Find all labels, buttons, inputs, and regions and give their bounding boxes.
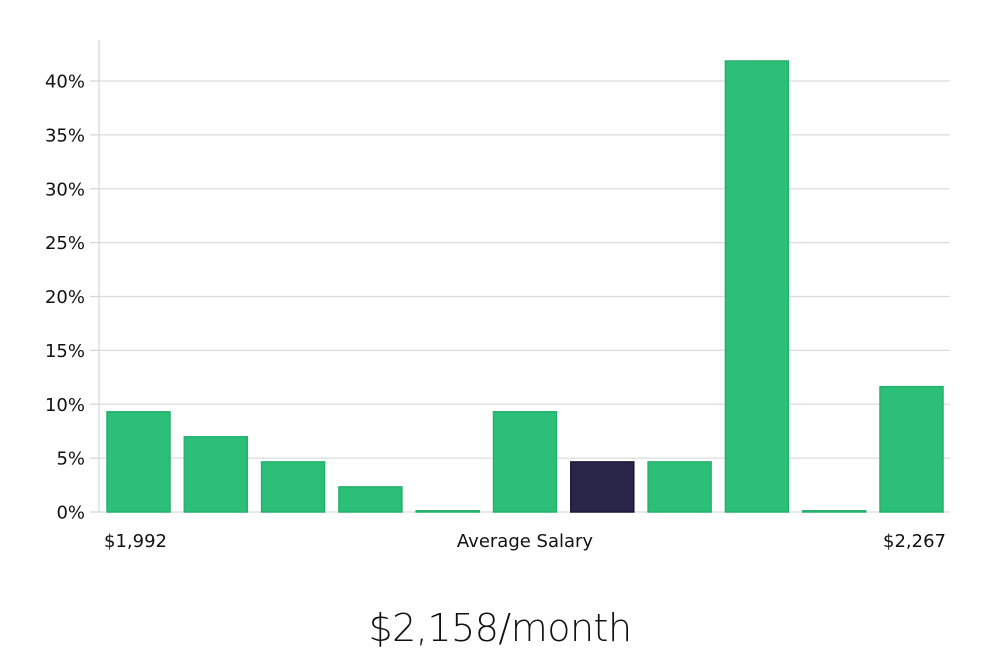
bar [183,436,249,513]
bar-highlighted [570,461,635,513]
bar [492,411,558,513]
y-tick-label: 10% [45,395,85,416]
bar [415,510,480,513]
bar [106,411,171,513]
bars [106,60,944,513]
y-tick-label: 25% [45,233,85,254]
bar [260,461,326,513]
y-axis-ticks: 0% 5% 10% 15% 20% 25% 30% 35% 40% [45,72,99,524]
bar [724,60,790,513]
y-tick-label: 20% [45,287,85,308]
y-tick-label: 15% [45,341,85,362]
bar [801,510,867,513]
x-axis-title: Average Salary [457,531,594,552]
y-tick-label: 30% [45,179,85,200]
bar [647,461,712,513]
y-tick-label: 5% [56,449,85,470]
y-tick-label: 35% [45,125,85,146]
average-salary-summary: $2,158/month [368,606,632,650]
y-tick-label: 0% [56,503,85,524]
bar [879,385,944,513]
x-min-label: $1,992 [104,531,167,552]
x-max-label: $2,267 [883,531,946,552]
bar [338,486,403,513]
y-tick-label: 40% [45,72,85,93]
